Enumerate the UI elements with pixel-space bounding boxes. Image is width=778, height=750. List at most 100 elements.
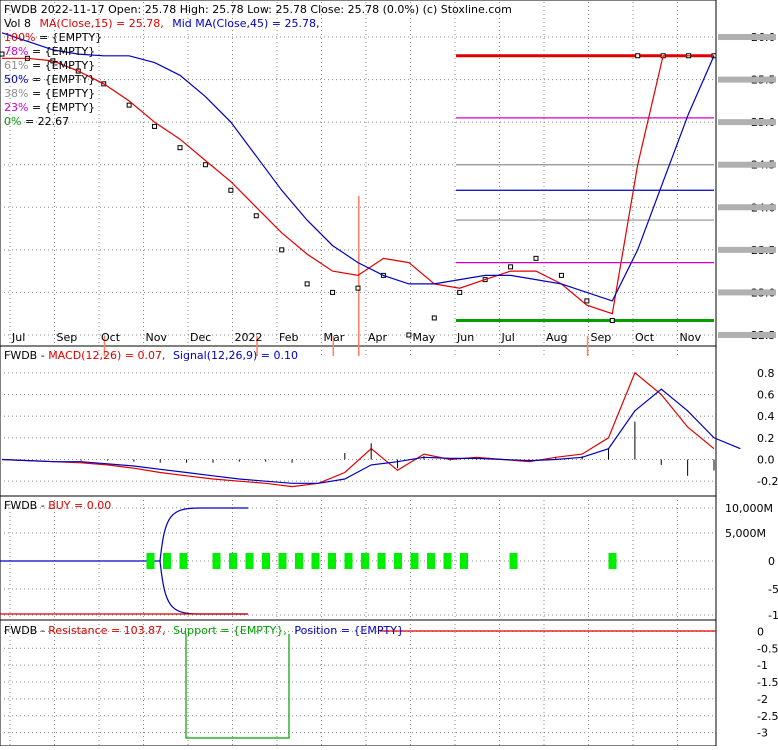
price-bar [228, 187, 234, 193]
macd-layer [80, 421, 715, 476]
buy-signal-bar [262, 553, 270, 569]
resistance-panel-frame [0, 619, 717, 747]
fib-label-prefix: 0% [4, 115, 21, 128]
volume-profile-bar [718, 289, 776, 296]
resistance-tick-label: -3 [757, 727, 768, 740]
fib-label-value: = {EMPTY} [28, 101, 95, 114]
macd-line [1, 371, 715, 488]
price-bar [355, 285, 361, 291]
price-bar [609, 318, 615, 324]
resistance-tick-label: -1.5 [757, 676, 778, 689]
ma15-line [2, 55, 714, 315]
x-tick-label: Feb [279, 331, 298, 344]
support-label: Support = {EMPTY}, [173, 624, 287, 637]
volume-profile-bar [718, 161, 776, 168]
price-bar [126, 102, 132, 108]
buy-signal-bar [460, 553, 468, 569]
volume-profile-bar [718, 34, 776, 41]
macd-label: MACD(12,26) = 0.07, [48, 349, 165, 362]
ma45-label: Mid MA(Close,45) = 25.78, [172, 17, 319, 30]
fib-label-prefix: 38% [4, 87, 28, 100]
buy-signal-bar [245, 553, 254, 569]
buy-signal-bar [163, 553, 171, 569]
resistance-header: FWDB - Resistance = 103.87, Support = {E… [4, 624, 404, 637]
resistance-layer [185, 630, 716, 739]
buy-signal-bar [311, 553, 320, 569]
price-bar [558, 272, 564, 278]
price-bar [304, 281, 310, 287]
x-tick-label: Sep [57, 331, 78, 344]
buy-signal-bar [328, 553, 336, 569]
buy-signal-bar [608, 553, 617, 569]
macd-tick-label: 0.8 [757, 367, 775, 380]
res-symbol: FWDB - [4, 624, 48, 637]
x-tick-label: Mar [324, 331, 345, 344]
price-bar [152, 123, 158, 129]
fib-label-value: = {EMPTY} [35, 31, 102, 44]
macd-tick-label: 0.4 [757, 410, 775, 423]
macd-header: FWDB - MACD(12,26) = 0.07, Signal(12,26,… [4, 349, 298, 362]
resistance-tick-label: -2 [757, 693, 768, 706]
x-tick-label: Jul [501, 331, 515, 344]
x-tick-label: Jun [456, 331, 474, 344]
macd-panel-frame [0, 345, 717, 497]
macd-tick-label: 0.6 [757, 389, 775, 402]
buy-signal-bar [295, 553, 303, 569]
buy-signal-bar [212, 553, 221, 569]
volume-profile-bar [718, 246, 776, 253]
ma15-label: MA(Close,15) = 25.78, [39, 17, 163, 30]
fib-label: 100% = {EMPTY} [4, 31, 102, 44]
buy-label: BUY = 0.00 [48, 499, 111, 512]
ma45-line [1, 32, 715, 302]
price-bar [635, 53, 641, 59]
buy-header: FWDB - BUY = 0.00 [4, 499, 111, 512]
price-bar [406, 332, 412, 338]
fib-label: 0% = 22.67 [4, 115, 69, 128]
buy-signal-bar [344, 553, 353, 569]
fib-label-prefix: 78% [4, 45, 28, 58]
x-tick-label: Sep [591, 331, 612, 344]
volume-profile-bar [718, 331, 776, 338]
buy-signal-bar [179, 553, 188, 569]
buy-panel-frame [0, 495, 717, 621]
x-tick-label: Dec [190, 331, 211, 344]
fib-label-prefix: 50% [4, 73, 28, 86]
support-line [185, 634, 290, 739]
x-tick-label: Oct [635, 331, 655, 344]
fib-label-prefix: 100% [4, 31, 35, 44]
buy-signal-bar [377, 553, 386, 569]
fib-label-value: = 22.67 [21, 115, 69, 128]
price-bar [177, 145, 183, 151]
price-bar [202, 162, 208, 168]
fib-label: 50% = {EMPTY} [4, 73, 95, 86]
fib-label-value: = {EMPTY} [28, 59, 95, 72]
volume-bar [103, 336, 106, 356]
axis-layer: Jul Sep Oct Nov Dec 2022 Feb Mar Apr May Jun Jul Aug… [11, 31, 778, 740]
buy-tick-label: -1 [768, 609, 778, 622]
buy-tick-label: 10,000M [725, 502, 773, 515]
volume-bar [256, 336, 258, 356]
fib-label: 23% = {EMPTY} [4, 101, 95, 114]
x-tick-label: Aug [546, 331, 567, 344]
ma-legend-row: Vol 8 MA(Close,15) = 25.78, Mid MA(Close… [4, 17, 320, 30]
resistance-tick-label: -2.5 [757, 710, 778, 723]
fib-label: 61% = {EMPTY} [4, 59, 95, 72]
buy-signal-bar [509, 553, 518, 569]
price-bar [508, 264, 514, 270]
price-bar [253, 213, 259, 219]
buy-layer [0, 507, 617, 615]
x-tick-label: 2022 [235, 331, 263, 344]
resistance-label: Resistance = 103.87, [48, 624, 165, 637]
x-tick-label: May [413, 331, 436, 344]
price-bar [533, 255, 539, 261]
buy-signal-bar [410, 553, 419, 569]
buy-symbol: FWDB - [4, 499, 48, 512]
volume-profile-bar [718, 76, 776, 83]
x-tick-label: Nov [146, 331, 168, 344]
volume-bar [358, 196, 360, 356]
volume-profile-bar [718, 204, 776, 211]
buy-signal-bar [278, 553, 287, 569]
price-layer [0, 32, 741, 488]
